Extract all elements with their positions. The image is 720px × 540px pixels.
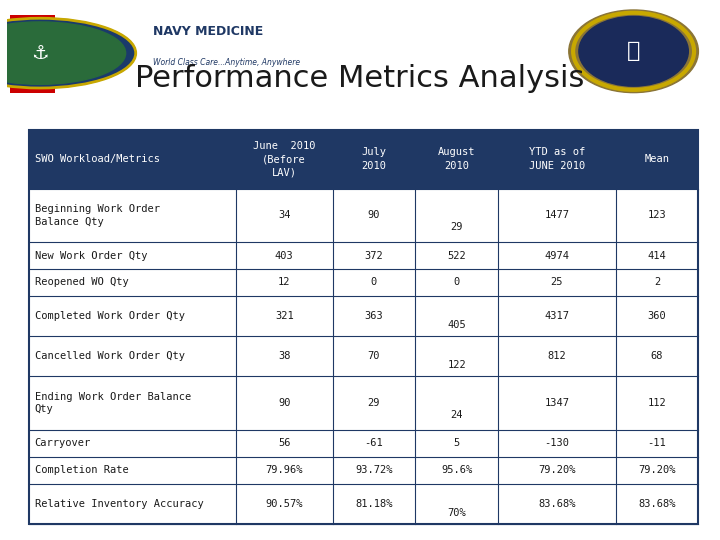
Text: 363: 363 [364, 311, 383, 321]
Text: -130: -130 [544, 438, 570, 448]
Text: 1347: 1347 [544, 398, 570, 408]
Text: -61: -61 [364, 438, 383, 448]
Text: -11: -11 [647, 438, 666, 448]
Text: July
2010: July 2010 [361, 147, 387, 171]
Text: SWO Workload/Metrics: SWO Workload/Metrics [35, 154, 160, 164]
Text: YTD as of
JUNE 2010: YTD as of JUNE 2010 [528, 147, 585, 171]
Text: June  2010
(Before
LAV): June 2010 (Before LAV) [253, 141, 315, 177]
Text: Cancelled Work Order Qty: Cancelled Work Order Qty [35, 351, 184, 361]
Text: 90.57%: 90.57% [266, 498, 303, 509]
Text: 83.68%: 83.68% [538, 498, 575, 509]
Text: 403: 403 [275, 251, 294, 261]
Circle shape [0, 22, 126, 84]
Text: 🦅: 🦅 [627, 41, 640, 62]
Text: Beginning Work Order
Balance Qty: Beginning Work Order Balance Qty [35, 204, 160, 227]
Text: 1477: 1477 [544, 211, 570, 220]
Text: 112: 112 [647, 398, 666, 408]
FancyBboxPatch shape [10, 15, 55, 93]
Text: 123: 123 [647, 211, 666, 220]
Circle shape [0, 18, 136, 88]
Text: 95.6%: 95.6% [441, 465, 472, 475]
Text: 34: 34 [278, 211, 290, 220]
Text: 2: 2 [654, 278, 660, 287]
Text: 372: 372 [364, 251, 383, 261]
Text: Reopened WO Qty: Reopened WO Qty [35, 278, 128, 287]
Text: 38: 38 [278, 351, 290, 361]
Text: 56: 56 [278, 438, 290, 448]
Text: 68: 68 [651, 351, 663, 361]
Text: 90: 90 [368, 211, 380, 220]
Text: 79.20%: 79.20% [538, 465, 575, 475]
Text: Completed Work Order Qty: Completed Work Order Qty [35, 311, 184, 321]
Text: 24: 24 [451, 410, 463, 420]
Text: August
2010: August 2010 [438, 147, 475, 171]
Text: 70: 70 [368, 351, 380, 361]
Text: 29: 29 [368, 398, 380, 408]
Text: 812: 812 [547, 351, 566, 361]
Text: Carryover: Carryover [35, 438, 91, 448]
Text: 70%: 70% [447, 508, 466, 517]
Text: 25: 25 [551, 278, 563, 287]
Text: NAVY MEDICINE: NAVY MEDICINE [153, 25, 264, 38]
Text: 79.96%: 79.96% [266, 465, 303, 475]
Text: 522: 522 [447, 251, 466, 261]
Text: 0: 0 [371, 278, 377, 287]
Circle shape [579, 16, 688, 86]
Text: Performance Metrics Analysis: Performance Metrics Analysis [135, 64, 585, 93]
Text: World Class Care...Anytime, Anywhere: World Class Care...Anytime, Anywhere [153, 58, 300, 67]
Text: Mean: Mean [644, 154, 670, 164]
Text: 5: 5 [454, 438, 460, 448]
Text: Relative Inventory Accuracy: Relative Inventory Accuracy [35, 498, 203, 509]
Text: 79.20%: 79.20% [638, 465, 676, 475]
Text: 90: 90 [278, 398, 290, 408]
Text: 0: 0 [454, 278, 460, 287]
Text: Ending Work Order Balance
Qty: Ending Work Order Balance Qty [35, 392, 191, 414]
Text: ⚓: ⚓ [31, 44, 49, 63]
Text: 360: 360 [647, 311, 666, 321]
Text: 29: 29 [451, 222, 463, 232]
Text: 93.72%: 93.72% [355, 465, 392, 475]
Text: 12: 12 [278, 278, 290, 287]
Text: 321: 321 [275, 311, 294, 321]
Circle shape [569, 10, 698, 93]
Text: 122: 122 [447, 360, 466, 370]
Text: 81.18%: 81.18% [355, 498, 392, 509]
Text: Completion Rate: Completion Rate [35, 465, 128, 475]
Text: 4317: 4317 [544, 311, 570, 321]
Text: 414: 414 [647, 251, 666, 261]
Text: New Work Order Qty: New Work Order Qty [35, 251, 147, 261]
Text: 83.68%: 83.68% [638, 498, 676, 509]
Text: 4974: 4974 [544, 251, 570, 261]
Text: 405: 405 [447, 320, 466, 330]
